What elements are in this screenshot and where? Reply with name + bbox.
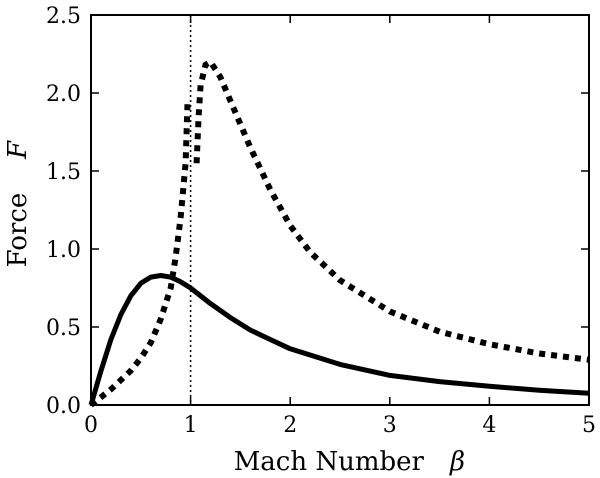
x-tick-label: 1 [184, 413, 198, 438]
series-solid-line [88, 273, 590, 406]
labels-layer: 0 1 2 3 4 5 0.0 0.5 1.0 1.5 2.0 2.5 [46, 4, 596, 438]
series-dotted-line-segment-2 [193, 57, 590, 363]
x-tick-label: 0 [84, 413, 98, 438]
series-layer [88, 15, 590, 408]
y-axis-label: Force [3, 193, 33, 268]
y-axis-symbol: F [3, 140, 33, 160]
x-tick-label: 5 [582, 413, 596, 438]
y-tick-label: 2.5 [46, 4, 81, 29]
x-tick-label: 2 [283, 413, 297, 438]
ticks-layer [90, 14, 590, 406]
x-axis-symbol: β [449, 447, 465, 477]
x-tick-label: 3 [383, 413, 397, 438]
y-tick-label: 1.0 [46, 238, 81, 263]
x-tick-label: 4 [482, 413, 496, 438]
y-tick-label: 0.5 [46, 316, 81, 341]
y-tick-label: 0.0 [46, 394, 81, 419]
y-tick-label: 1.5 [46, 160, 81, 185]
series-dotted-line-segment-1 [89, 100, 191, 408]
plot-frame [90, 14, 590, 406]
x-axis-label: Mach Number [234, 447, 425, 477]
y-tick-label: 2.0 [46, 82, 81, 107]
